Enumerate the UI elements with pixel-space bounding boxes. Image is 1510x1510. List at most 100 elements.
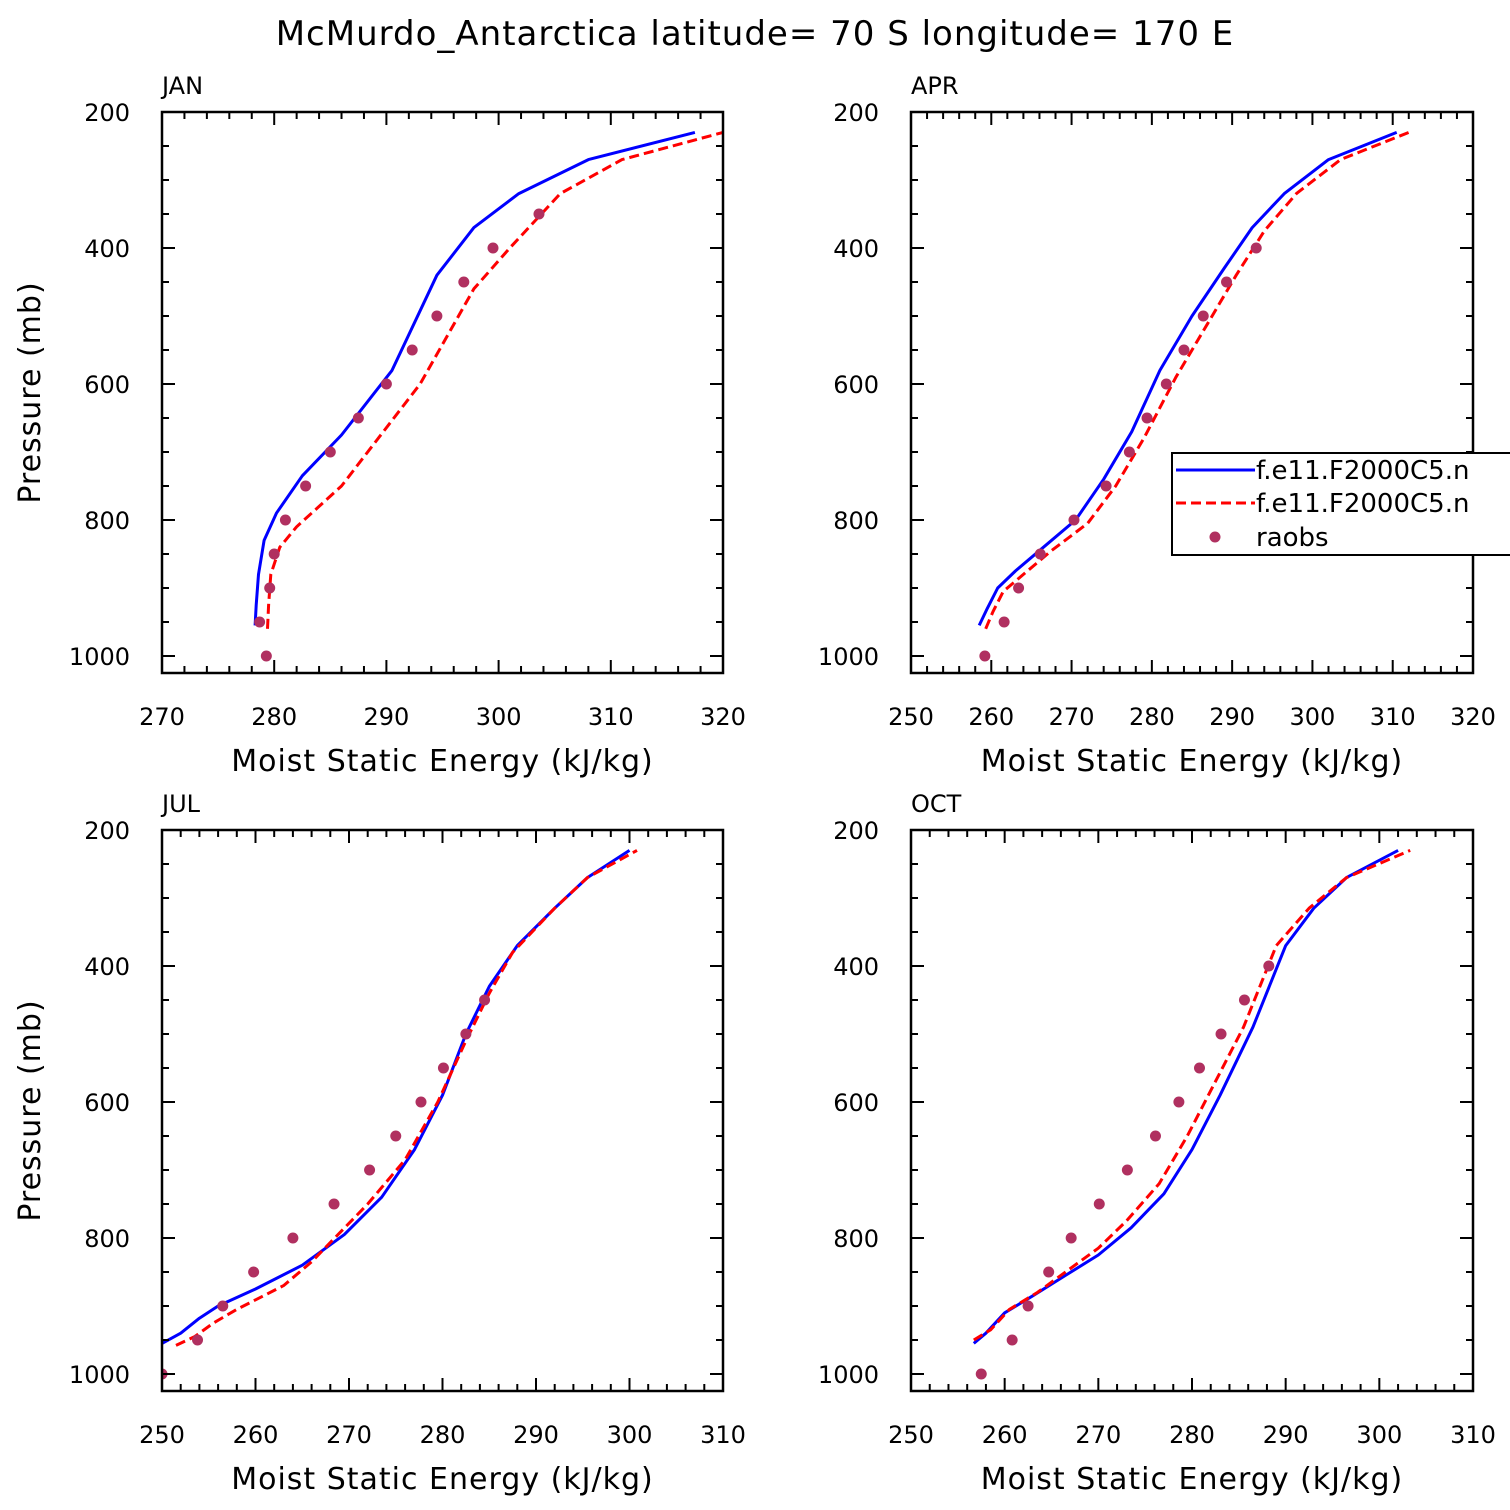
y-tick-label: 400 — [833, 235, 879, 263]
x-tick-label: 280 — [251, 703, 297, 731]
raobs-point — [979, 650, 991, 662]
x-axis-label: Moist Static Energy (kJ/kg) — [231, 744, 654, 779]
raobs-point — [1193, 1062, 1205, 1074]
raobs-point — [415, 1096, 427, 1108]
raobs-point — [1121, 1164, 1133, 1176]
raobs-point — [533, 208, 545, 220]
plot-frame — [909, 828, 1475, 1393]
raobs-point — [217, 1300, 229, 1312]
x-tick-label: 270 — [1049, 703, 1095, 731]
y-tick-label: 400 — [833, 953, 879, 981]
raobs-point — [1197, 310, 1209, 322]
y-tick-label: 200 — [84, 817, 130, 845]
x-tick-label: 320 — [1450, 703, 1496, 731]
raobs-point — [260, 650, 272, 662]
panel-oct: OCT 250 260 270 280 290 300 310 200 400 600 800 1000… — [818, 790, 1496, 1497]
raobs-point — [1006, 1334, 1018, 1346]
raobs-point — [431, 310, 443, 322]
legend-label: f.e11.F2000C5.n — [1256, 489, 1469, 519]
x-tick-label: 310 — [700, 1421, 746, 1449]
x-tick-label: 310 — [588, 703, 634, 731]
panels: JAN 270 280 290 300 310 320 200 400 600 800 1000 Moi… — [13, 72, 1496, 1497]
y-tick-label: 200 — [833, 817, 879, 845]
raobs-point — [1013, 582, 1025, 594]
raobs-point — [998, 616, 1010, 628]
y-tick-label: 800 — [84, 1225, 130, 1253]
legend-label: f.e11.F2000C5.n — [1256, 456, 1469, 486]
y-axis-label: Pressure (mb) — [13, 999, 48, 1221]
raobs-point — [1068, 514, 1080, 526]
y-tick-label: 1000 — [69, 1361, 130, 1389]
raobs-point — [487, 242, 499, 254]
panel-apr: APR 250 260 270 280 290 300 310 320 200 400 600 800 1… — [818, 72, 1496, 779]
y-tick-label: 1000 — [818, 1361, 879, 1389]
y-tick-label: 1000 — [818, 643, 879, 671]
raobs-point — [380, 378, 392, 390]
model-line-solid — [162, 849, 631, 1345]
panel-label: APR — [911, 72, 959, 100]
x-tick-label: 290 — [1263, 1421, 1309, 1449]
raobs-point — [1034, 548, 1046, 560]
y-tick-label: 1000 — [69, 643, 130, 671]
figure-title: McMurdo_Antarctica latitude= 70 S longit… — [276, 14, 1235, 54]
raobs-point — [1263, 960, 1275, 972]
y-tick-label: 200 — [84, 99, 130, 127]
raobs-point — [406, 344, 418, 356]
model-line-dashed — [266, 130, 723, 629]
raobs-point — [1221, 276, 1233, 288]
raobs-point — [1250, 242, 1262, 254]
raobs-point — [328, 1198, 340, 1210]
raobs-point — [1065, 1232, 1077, 1244]
raobs-point — [248, 1266, 260, 1278]
raobs-point — [264, 582, 276, 594]
raobs-point — [975, 1368, 987, 1380]
raobs-point — [279, 514, 291, 526]
raobs-point — [324, 446, 336, 458]
raobs-point — [254, 616, 266, 628]
x-tick-label: 250 — [139, 1421, 185, 1449]
y-tick-label: 800 — [833, 507, 879, 535]
model-line-dashed — [973, 849, 1411, 1342]
x-tick-label: 280 — [1169, 1421, 1215, 1449]
x-tick-label: 260 — [233, 1421, 279, 1449]
x-tick-label: 300 — [1356, 1421, 1402, 1449]
raobs-point — [479, 994, 491, 1006]
x-tick-label: 300 — [607, 1421, 653, 1449]
raobs-point — [192, 1334, 204, 1346]
raobs-point — [364, 1164, 376, 1176]
legend: f.e11.F2000C5.nf.e11.F2000C5.n raobs — [1171, 452, 1510, 556]
raobs-point — [1173, 1096, 1185, 1108]
plot-frame — [160, 110, 725, 675]
x-axis-label: Moist Static Energy (kJ/kg) — [981, 744, 1404, 779]
raobs-point — [1141, 412, 1153, 424]
y-tick-label: 400 — [84, 235, 130, 263]
raobs-point — [1093, 1198, 1105, 1210]
raobs-point — [1149, 1130, 1161, 1142]
y-tick-label: 200 — [833, 99, 879, 127]
x-tick-label: 290 — [363, 703, 409, 731]
series-group — [162, 849, 638, 1380]
panel-jan: JAN 270 280 290 300 310 320 200 400 600 800 1000 Moi… — [13, 72, 746, 779]
raobs-point — [437, 1062, 449, 1074]
x-tick-label: 270 — [139, 703, 185, 731]
raobs-point — [1160, 378, 1172, 390]
x-tick-label: 300 — [476, 703, 522, 731]
x-tick-label: 290 — [1209, 703, 1255, 731]
raobs-point — [1043, 1266, 1055, 1278]
x-axis-label: Moist Static Energy (kJ/kg) — [231, 1462, 654, 1497]
x-tick-label: 290 — [513, 1421, 559, 1449]
model-line-dashed — [984, 131, 1410, 630]
series-group — [253, 130, 723, 662]
y-tick-label: 600 — [84, 1089, 130, 1117]
raobs-point — [268, 548, 280, 560]
panel-label: JUL — [160, 790, 201, 818]
raobs-point — [460, 1028, 472, 1040]
y-tick-label: 600 — [833, 1089, 879, 1117]
x-tick-label: 260 — [982, 1421, 1028, 1449]
x-axis-label: Moist Static Energy (kJ/kg) — [981, 1462, 1404, 1497]
model-line-solid — [977, 131, 1398, 627]
x-tick-label: 310 — [1370, 703, 1416, 731]
model-line-solid — [972, 849, 1399, 1345]
raobs-point — [1100, 480, 1112, 492]
